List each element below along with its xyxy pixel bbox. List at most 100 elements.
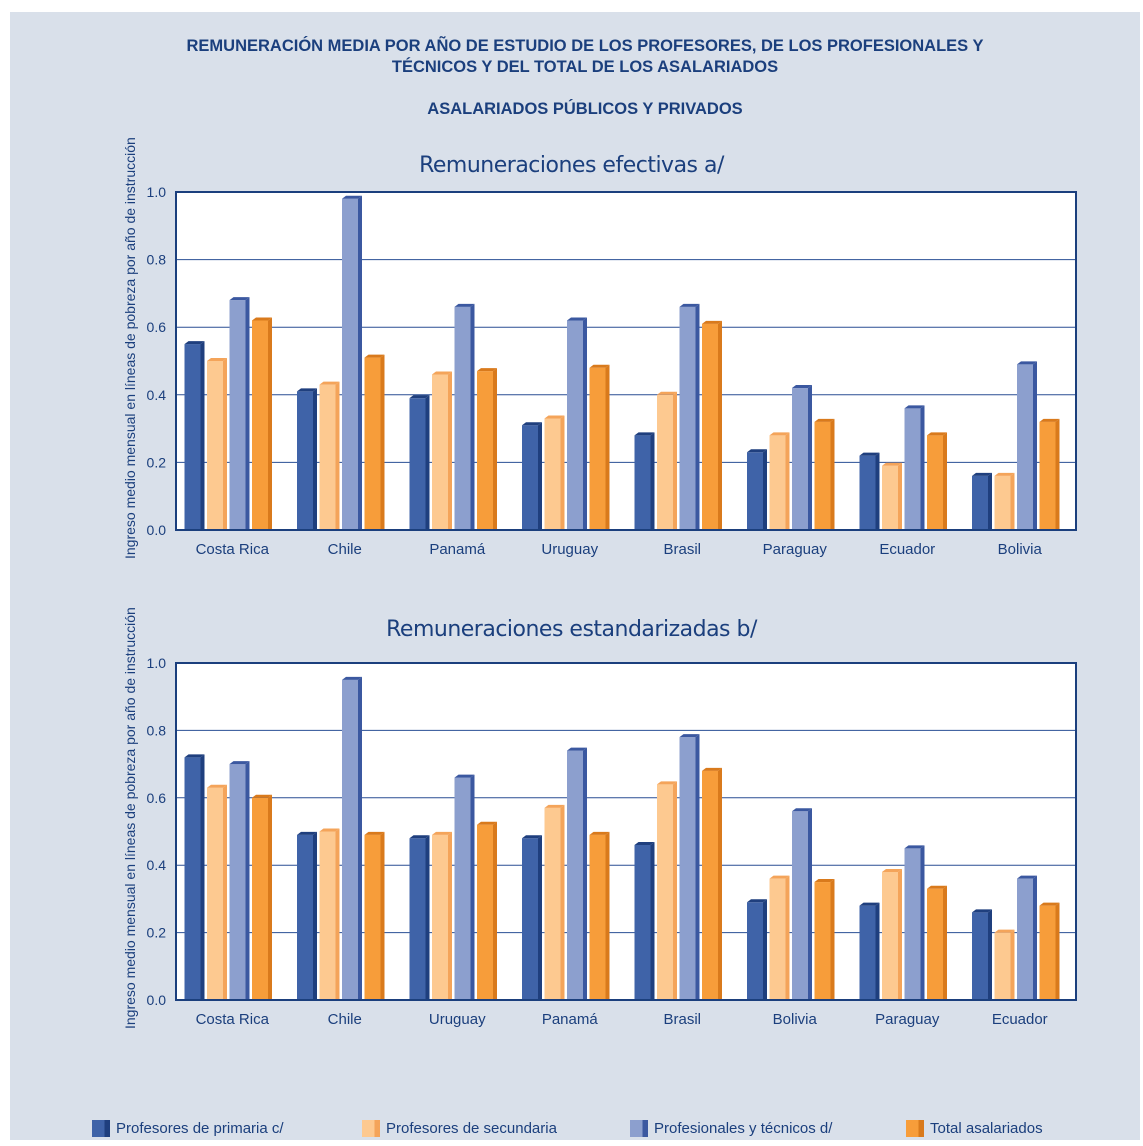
bar-side [425, 835, 430, 1000]
bar-side [335, 828, 340, 1000]
bar-front [657, 394, 673, 530]
bar-top [589, 831, 610, 835]
bar-top [927, 885, 947, 889]
bar-front [634, 844, 651, 1000]
chart2-xtick-ecuador: Ecuador [992, 1011, 1048, 1028]
bar-side [718, 767, 722, 1000]
bar-side [650, 841, 655, 1000]
chart2-xtick-paraguay: Paraguay [875, 1011, 940, 1028]
legend-label-profesionales: Profesionales y técnicos d/ [654, 1119, 833, 1137]
bar-front [859, 905, 876, 1000]
bar-top [994, 929, 1015, 933]
chart1-ytick-label: 0.0 [147, 522, 167, 538]
chart2-xtick-brasil: Brasil [663, 1011, 701, 1028]
bar-bolivia-2 [994, 472, 1015, 530]
chart1-plot: 0.0 0.2 0.4 0.6 0.8 1.0 Costa Rica Chile Panamá U… [147, 184, 1077, 558]
bar-front [792, 388, 808, 530]
bar-side [920, 845, 925, 1000]
bar-top [1017, 361, 1037, 365]
bar-side [763, 449, 767, 530]
bar-side [673, 391, 677, 530]
bar-side [448, 831, 452, 1000]
bar-bolivia-4 [814, 879, 835, 1000]
chart1-xtick-brasil: Brasil [663, 541, 701, 558]
bar-side [425, 395, 430, 530]
bar-top [882, 462, 902, 466]
bar-brasil-3 [679, 734, 700, 1000]
bar-costa-rica-1 [184, 341, 205, 530]
bar-front [904, 408, 921, 530]
bar-costa-rica-2 [207, 358, 227, 530]
bar-front [567, 320, 583, 530]
bar-chile-1 [297, 831, 317, 1000]
bar-brasil-2 [657, 781, 677, 1000]
bar-side [313, 831, 317, 1000]
bar-side [763, 899, 767, 1000]
chart1-xtick-uruguay: Uruguay [541, 541, 598, 558]
bar-side [335, 381, 340, 530]
chart1-xtick-ecuador: Ecuador [879, 541, 935, 558]
bar-front [702, 770, 718, 1000]
bar-chile-1 [297, 388, 317, 530]
bar-paraguay-2 [882, 868, 902, 1000]
bar-paraguay-4 [814, 418, 835, 530]
bar-front [589, 367, 606, 530]
bar-panama-3 [454, 303, 475, 530]
bar-top [454, 303, 475, 307]
bar-front [409, 398, 426, 530]
bar-top [634, 841, 655, 845]
bar-front [972, 912, 988, 1000]
bar-top [454, 774, 475, 778]
bar-front [882, 465, 898, 530]
bar-ecuador-3 [1017, 875, 1037, 1000]
bar-side [583, 317, 587, 530]
bar-side [943, 432, 947, 530]
bar-side [493, 368, 497, 530]
bar-front [567, 750, 583, 1000]
bar-top [634, 432, 655, 436]
bar-front [589, 834, 606, 1000]
legend-label-total: Total asalariados [930, 1119, 1043, 1137]
bar-top [769, 875, 790, 879]
bar-side [560, 415, 565, 530]
bar-front [477, 824, 493, 1000]
bar-side [380, 354, 385, 530]
bar-front [927, 888, 943, 1000]
bar-uruguay-2 [432, 831, 452, 1000]
bar-front [184, 757, 201, 1000]
legend-label-secundaria: Profesores de secundaria [386, 1119, 557, 1137]
bar-front [319, 384, 336, 530]
bar-side [1010, 929, 1015, 1000]
chart2-ytick-label: 0.8 [147, 722, 167, 738]
bar-top [342, 676, 362, 680]
bar-front [994, 932, 1011, 1000]
bar-top [1039, 418, 1060, 422]
bar-side [200, 341, 205, 530]
bar-ecuador-1 [972, 909, 992, 1000]
bar-front [229, 300, 246, 530]
bar-chile-4 [364, 831, 385, 1000]
bar-uruguay-4 [477, 821, 497, 1000]
bar-top [522, 422, 542, 426]
figure-title-line1: REMUNERACIÓN MEDIA POR AÑO DE ESTUDIO DE… [186, 37, 984, 55]
bar-front [364, 357, 381, 530]
bar-front [297, 391, 313, 530]
bar-top [409, 395, 430, 399]
bar-uruguay-3 [454, 774, 475, 1000]
bar-side [245, 297, 250, 530]
bar-side [920, 405, 925, 530]
bar-front [297, 834, 313, 1000]
bar-front [522, 425, 538, 530]
bar-bolivia-4 [1039, 418, 1060, 530]
bar-top [1017, 875, 1037, 879]
bar-front [207, 361, 223, 530]
bar-uruguay-2 [544, 415, 565, 530]
bar-top [859, 452, 880, 456]
bar-front [657, 784, 673, 1000]
bar-top [207, 784, 227, 788]
bar-chile-4 [364, 354, 385, 530]
bar-top [544, 804, 565, 808]
legend-swatch-profesionales [630, 1119, 648, 1137]
bar-top [927, 432, 947, 436]
bar-top [544, 415, 565, 419]
